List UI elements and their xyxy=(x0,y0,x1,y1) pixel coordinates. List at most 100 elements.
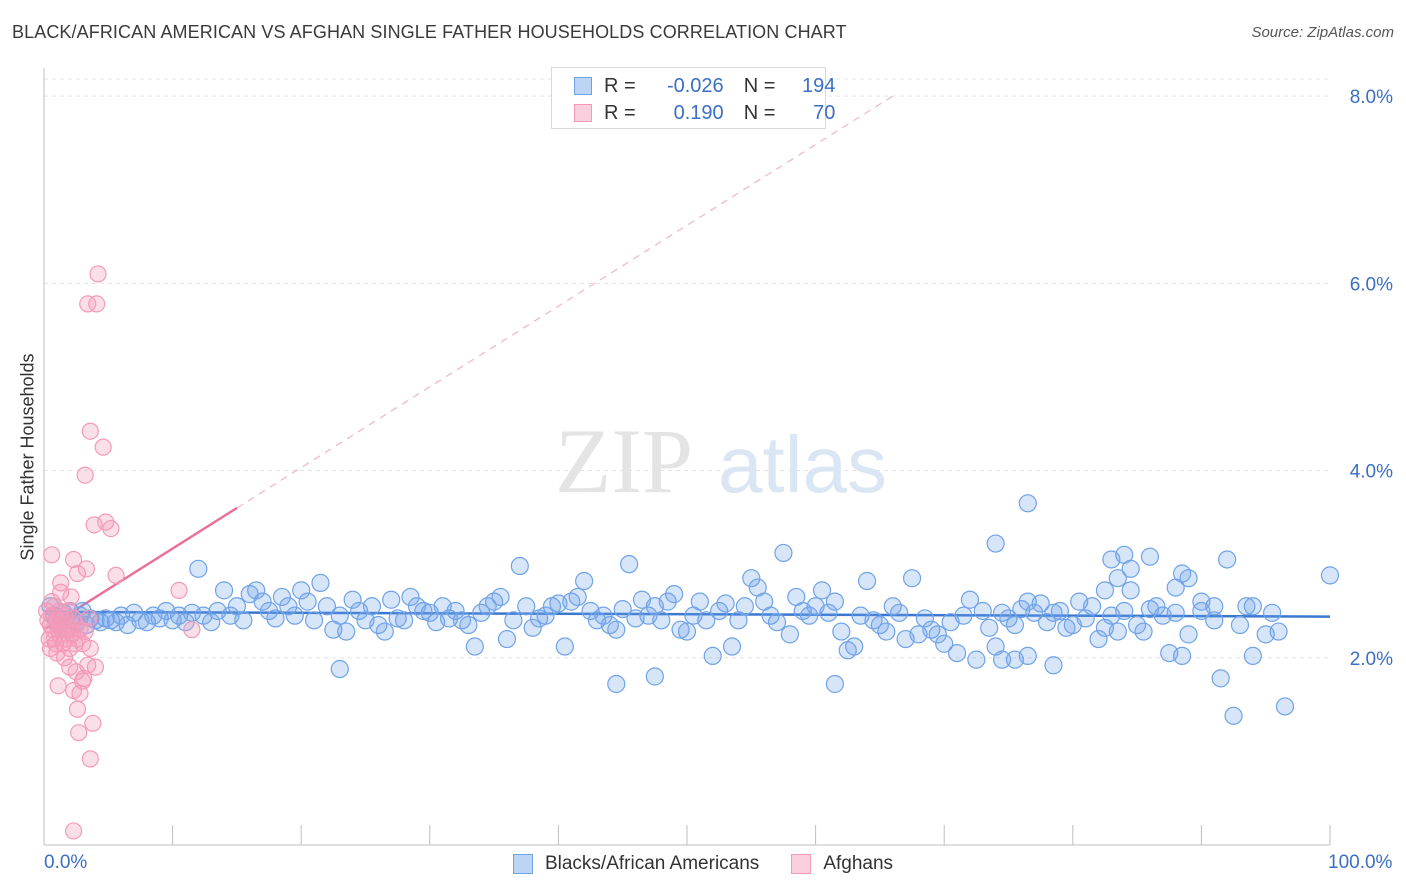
point-blacks xyxy=(343,590,362,609)
point-afghans xyxy=(71,684,89,702)
point-blacks xyxy=(722,637,742,656)
point-blacks xyxy=(774,543,793,563)
point-blacks xyxy=(1095,581,1115,600)
point-afghans xyxy=(94,438,112,456)
point-blacks xyxy=(298,592,317,611)
point-blacks xyxy=(671,620,690,639)
point-afghans xyxy=(55,649,74,667)
point-blacks xyxy=(1269,622,1288,641)
point-blacks xyxy=(960,590,980,609)
point-afghans xyxy=(68,700,87,718)
point-blacks xyxy=(1230,615,1250,635)
point-blacks xyxy=(819,603,838,622)
point-blacks xyxy=(523,618,542,637)
point-blacks xyxy=(266,609,285,628)
point-afghans xyxy=(80,609,98,628)
point-blacks xyxy=(292,581,311,600)
point-blacks xyxy=(189,559,208,578)
point-blacks xyxy=(1018,494,1037,513)
point-blacks xyxy=(337,622,356,641)
point-blacks xyxy=(1179,569,1198,588)
y-tick-label: 4.0% xyxy=(1350,462,1393,483)
point-blacks xyxy=(703,646,722,665)
point-blacks xyxy=(1275,697,1295,716)
series-blacks-points xyxy=(41,494,1340,725)
legend-label-blacks: Blacks/African Americans xyxy=(544,853,760,874)
point-blacks xyxy=(1127,615,1147,635)
point-blacks xyxy=(999,609,1018,628)
point-blacks xyxy=(1121,581,1140,600)
point-blacks xyxy=(304,611,324,630)
legend-r-value: 0.190 xyxy=(673,101,724,124)
legend-swatch-pink xyxy=(574,104,592,122)
point-blacks xyxy=(459,615,478,635)
point-blacks xyxy=(767,613,787,632)
point-blacks xyxy=(812,581,832,600)
point-blacks xyxy=(1147,597,1166,616)
point-blacks xyxy=(472,603,491,622)
point-blacks xyxy=(1025,603,1044,622)
legend-r-label: R = xyxy=(604,74,636,97)
point-blacks xyxy=(652,611,671,630)
legend-item-blacks[interactable]: Blacks/African Americans xyxy=(512,853,760,875)
point-blacks xyxy=(234,611,253,630)
point-blacks xyxy=(1218,550,1237,569)
point-blacks xyxy=(555,637,574,656)
trend-lines xyxy=(43,95,1331,631)
legend-row-afghans: R = 0.190 N = 70 xyxy=(574,100,835,126)
point-blacks xyxy=(279,597,298,616)
point-blacks xyxy=(832,622,851,641)
point-afghans xyxy=(81,750,99,768)
point-afghans xyxy=(62,588,80,606)
point-afghans xyxy=(52,583,70,601)
point-blacks xyxy=(202,613,221,632)
point-blacks xyxy=(870,615,890,635)
point-afghans xyxy=(89,265,107,283)
legend-label-afghans: Afghans xyxy=(823,853,894,874)
point-afghans xyxy=(77,560,96,578)
legend-r-value: -0.026 xyxy=(666,74,724,97)
point-blacks xyxy=(973,601,992,621)
point-blacks xyxy=(330,606,349,625)
legend-n-label: N = xyxy=(743,101,776,124)
point-blacks xyxy=(716,594,735,613)
point-blacks xyxy=(986,534,1005,553)
point-blacks xyxy=(825,592,844,611)
point-blacks xyxy=(401,587,420,607)
point-blacks xyxy=(497,629,517,649)
point-blacks xyxy=(259,601,279,621)
point-blacks xyxy=(1089,629,1108,649)
chart-title: BLACK/AFRICAN AMERICAN VS AFGHAN SINGLE … xyxy=(12,22,847,42)
point-blacks xyxy=(1205,611,1224,630)
point-blacks xyxy=(1102,550,1121,569)
point-blacks xyxy=(735,597,754,616)
point-blacks xyxy=(504,611,523,630)
point-afghans xyxy=(183,621,201,639)
point-blacks xyxy=(645,667,664,686)
point-afghans xyxy=(64,822,83,840)
point-afghans xyxy=(84,714,102,732)
y-tick-label: 6.0% xyxy=(1350,274,1393,295)
point-blacks xyxy=(1140,547,1160,566)
point-blacks xyxy=(124,603,144,622)
point-blacks xyxy=(491,587,510,607)
point-blacks xyxy=(272,587,292,607)
point-blacks xyxy=(317,597,337,616)
legend-item-afghans[interactable]: Afghans xyxy=(791,853,893,875)
point-afghans xyxy=(64,550,83,569)
legend-row-blacks: R = -0.026 N = 194 xyxy=(574,73,835,99)
point-blacks xyxy=(375,622,394,641)
point-blacks xyxy=(1115,601,1134,621)
point-blacks xyxy=(967,650,986,669)
y-tick-labels: 2.0% 4.0% 6.0% 8.0% xyxy=(1350,87,1393,670)
legend-r-label: R = xyxy=(604,101,636,124)
point-blacks xyxy=(1044,656,1063,675)
point-afghans xyxy=(88,295,106,313)
point-blacks xyxy=(1237,597,1256,616)
point-blacks xyxy=(1263,603,1282,622)
point-afghans xyxy=(49,677,67,695)
point-blacks xyxy=(1005,650,1025,669)
point-afghans xyxy=(70,724,88,742)
point-blacks xyxy=(1205,597,1224,616)
